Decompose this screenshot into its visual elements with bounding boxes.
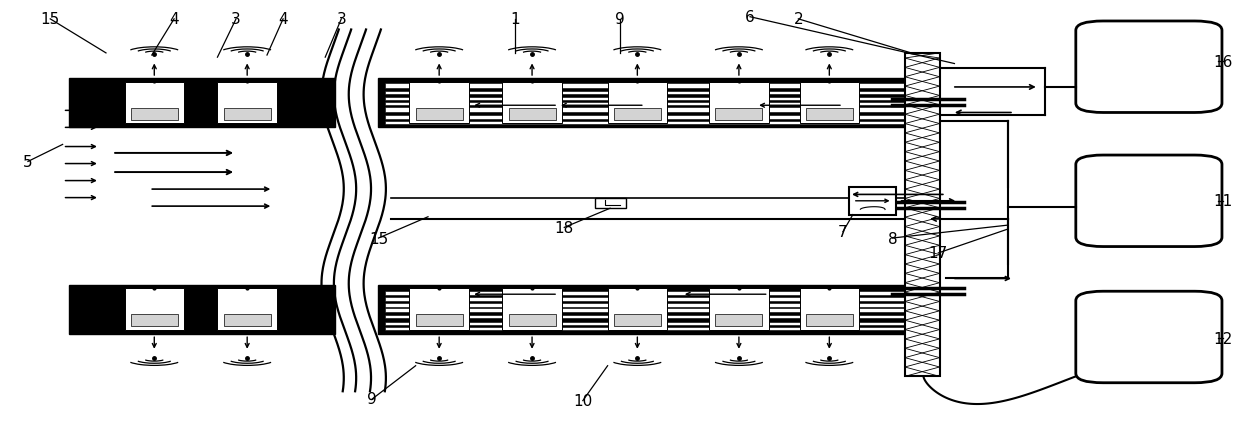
Bar bbox=[709, 288, 769, 330]
Bar bbox=[124, 83, 184, 124]
Bar bbox=[217, 83, 277, 124]
Bar bbox=[415, 109, 463, 121]
Bar bbox=[378, 79, 911, 128]
Bar bbox=[130, 109, 177, 121]
Bar bbox=[68, 79, 335, 128]
Text: 18: 18 bbox=[554, 220, 574, 235]
Bar bbox=[508, 314, 556, 326]
Bar bbox=[384, 297, 905, 301]
FancyBboxPatch shape bbox=[1076, 155, 1221, 247]
Bar bbox=[508, 109, 556, 121]
Text: 4: 4 bbox=[170, 12, 179, 27]
Text: 7: 7 bbox=[838, 225, 848, 239]
Bar bbox=[384, 84, 905, 89]
Bar bbox=[614, 314, 661, 326]
Bar bbox=[130, 314, 177, 326]
Text: 2: 2 bbox=[794, 12, 804, 27]
Bar bbox=[608, 83, 667, 124]
Text: 16: 16 bbox=[1214, 55, 1233, 70]
Bar bbox=[409, 83, 469, 124]
Bar bbox=[409, 288, 469, 330]
Bar bbox=[384, 116, 905, 120]
Bar bbox=[715, 314, 763, 326]
Text: 1: 1 bbox=[510, 12, 520, 27]
Text: 11: 11 bbox=[1214, 194, 1233, 209]
Text: 4: 4 bbox=[278, 12, 288, 27]
Bar bbox=[68, 285, 335, 334]
Text: 10: 10 bbox=[573, 393, 593, 408]
Bar bbox=[608, 288, 667, 330]
Bar bbox=[806, 314, 853, 326]
Text: 17: 17 bbox=[929, 246, 947, 261]
Bar bbox=[384, 121, 905, 125]
FancyBboxPatch shape bbox=[1076, 22, 1221, 113]
Text: 9: 9 bbox=[615, 12, 625, 27]
Bar bbox=[384, 291, 905, 295]
Bar bbox=[800, 288, 859, 330]
Bar bbox=[384, 322, 905, 325]
Bar bbox=[384, 303, 905, 307]
FancyBboxPatch shape bbox=[1076, 291, 1221, 383]
Bar bbox=[378, 128, 911, 285]
Bar bbox=[384, 327, 905, 331]
Bar bbox=[595, 198, 626, 209]
Bar bbox=[415, 314, 463, 326]
Bar bbox=[223, 109, 270, 121]
Bar bbox=[709, 83, 769, 124]
Bar bbox=[384, 308, 905, 312]
Text: 3: 3 bbox=[336, 12, 346, 27]
Bar bbox=[849, 187, 897, 215]
Bar bbox=[217, 288, 277, 330]
Bar bbox=[806, 109, 853, 121]
Bar bbox=[614, 109, 661, 121]
Bar bbox=[124, 288, 184, 330]
Text: 5: 5 bbox=[24, 155, 32, 170]
Text: 15: 15 bbox=[41, 12, 60, 27]
Bar bbox=[384, 108, 905, 113]
Text: 9: 9 bbox=[367, 391, 377, 406]
Text: 8: 8 bbox=[888, 231, 898, 246]
Bar bbox=[384, 92, 905, 95]
Bar bbox=[715, 109, 763, 121]
Text: 15: 15 bbox=[368, 231, 388, 246]
Bar bbox=[800, 83, 859, 124]
Bar bbox=[68, 128, 335, 285]
Bar bbox=[384, 315, 905, 319]
Bar bbox=[502, 83, 562, 124]
Bar bbox=[502, 288, 562, 330]
Bar bbox=[384, 103, 905, 106]
Bar bbox=[905, 54, 940, 377]
Bar bbox=[378, 285, 911, 334]
Text: 12: 12 bbox=[1214, 331, 1233, 346]
Text: 6: 6 bbox=[745, 10, 755, 25]
Bar bbox=[223, 314, 270, 326]
Bar bbox=[384, 98, 905, 101]
Text: 3: 3 bbox=[231, 12, 241, 27]
